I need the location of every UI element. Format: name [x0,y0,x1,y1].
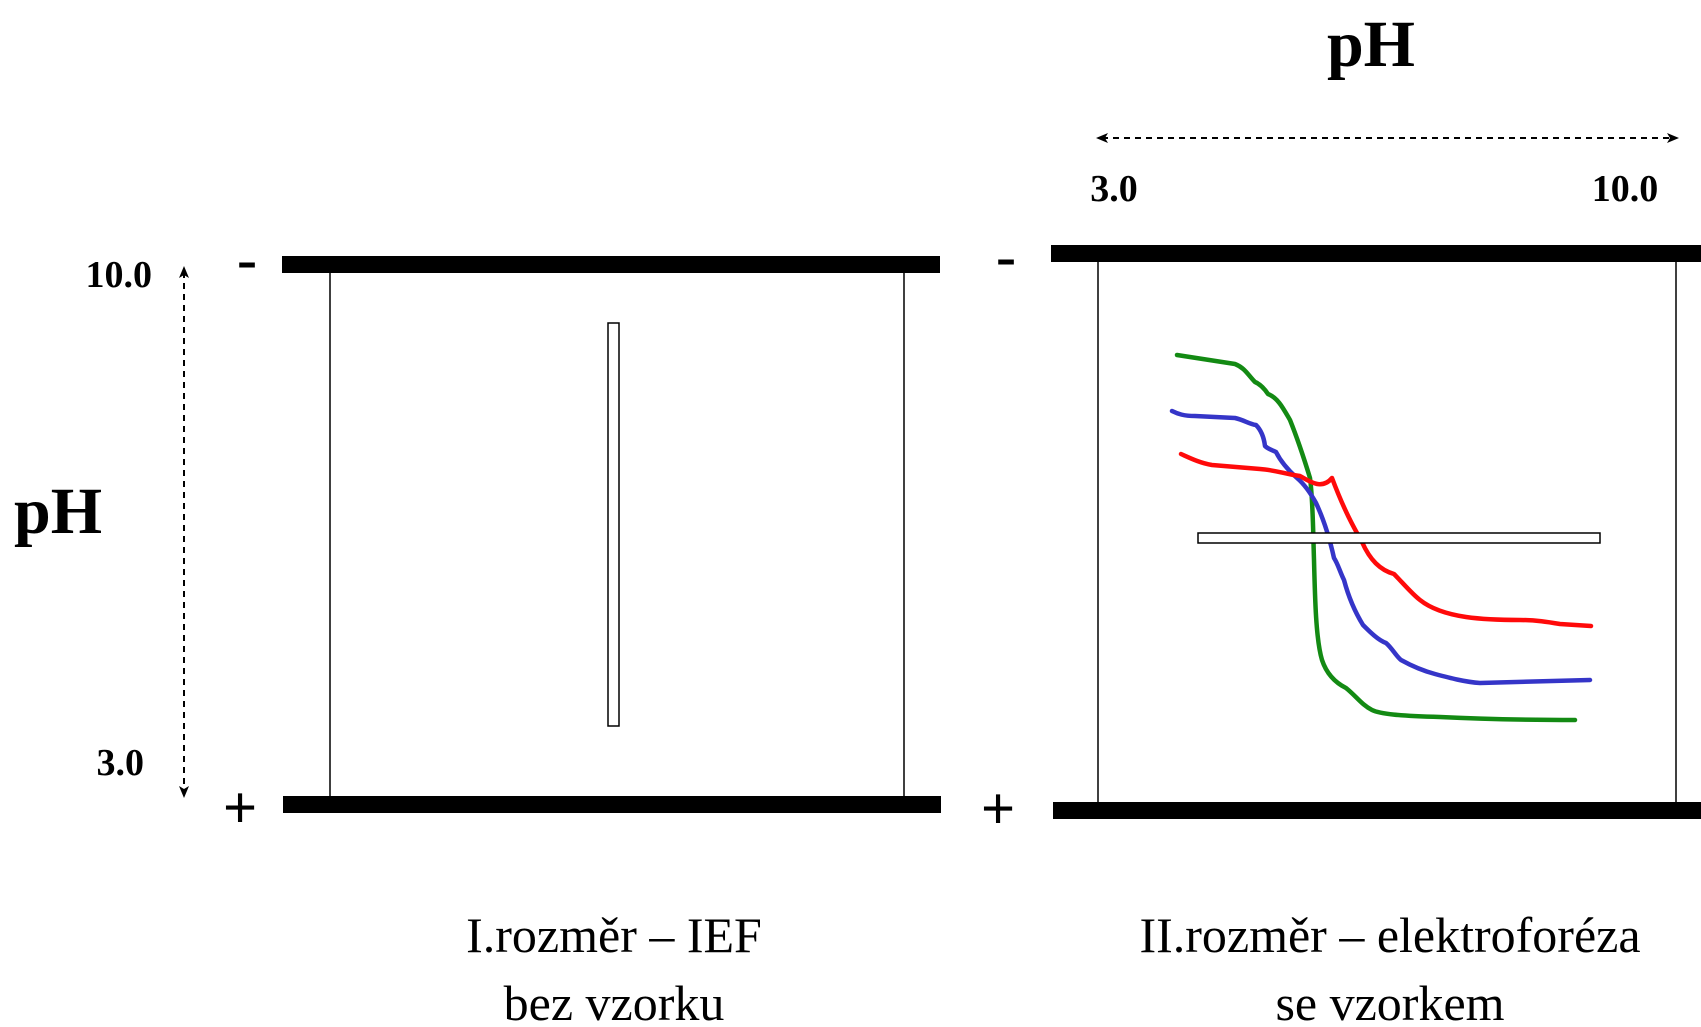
red-separation-curve [1178,451,1594,629]
left-panel: 10.0 pH 3.0 - + I.rozměr – IEF bez vzork… [14,224,941,1027]
right-anode-bar [1053,802,1701,819]
right-caption-line2: se vzorkem [1275,975,1504,1027]
left-minus-sign: - [236,224,257,296]
left-ief-strip [607,322,620,727]
right-caption-line1: II.rozměr – elektroforéza [1139,907,1640,963]
left-anode-bar [283,796,941,813]
right-ph-axis-title: pH [1327,8,1415,81]
right-cathode-bar [1051,245,1701,262]
right-ph-high-label: 10.0 [1592,168,1659,210]
blue-separation-curve [1169,408,1593,686]
left-caption-line2: bez vzorku [504,975,725,1027]
right-ph-low-label: 3.0 [1090,168,1138,210]
left-ph-axis-title: pH [14,475,102,548]
green-separation-curve [1174,352,1578,723]
right-ief-strip [1197,532,1601,544]
right-panel: pH 3.0 10.0 - + II.rozměr – elektroforéz… [981,8,1701,1027]
left-cathode-bar [282,256,940,273]
left-ph-high-label: 10.0 [86,254,153,296]
right-minus-sign: - [995,221,1016,293]
right-plus-sign: + [981,776,1015,841]
left-ph-low-label: 3.0 [97,742,145,784]
left-caption-line1: I.rozměr – IEF [466,907,762,963]
left-plus-sign: + [223,775,257,840]
